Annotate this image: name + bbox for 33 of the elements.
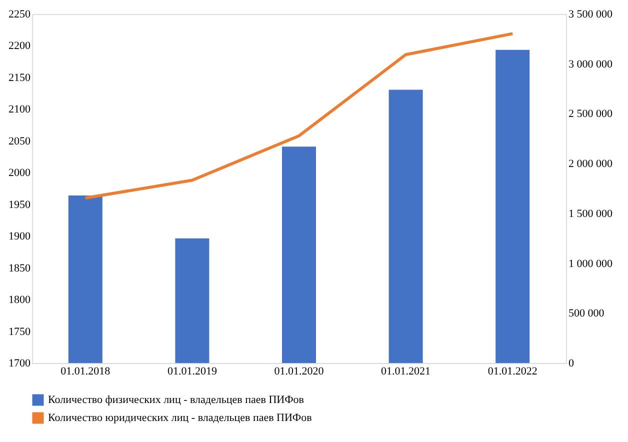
y-tick-label: 1950 xyxy=(8,198,31,211)
line-series xyxy=(84,32,514,200)
bar xyxy=(282,146,316,363)
y-tick-label: 2250 xyxy=(8,8,31,20)
x-tick-label: 01.01.2018 xyxy=(60,366,111,378)
bar xyxy=(68,195,102,363)
legend-label: Количество физических лиц - владельцев паев ПИФов xyxy=(48,394,304,406)
y-tick-label: 1900 xyxy=(8,230,31,243)
bar xyxy=(496,50,530,363)
y-tick-label: 1750 xyxy=(8,326,31,338)
y2-tick-label: 2 500 000 xyxy=(568,108,613,120)
bar xyxy=(388,90,423,363)
y2-tick-label: 500 000 xyxy=(568,308,605,320)
y-tick-label: 2200 xyxy=(8,40,31,52)
legend-label: Количество юридических лиц - владельцев паев ПИФов xyxy=(48,412,312,424)
y-tick-label: 1800 xyxy=(8,294,31,306)
y2-tick-label: 2 000 000 xyxy=(568,158,613,170)
y2-tick-label: 1 000 000 xyxy=(568,258,613,270)
x-tick-label: 01.01.2022 xyxy=(488,366,538,378)
y-tick-label: 2050 xyxy=(8,135,31,148)
y-tick-label: 2150 xyxy=(8,72,31,84)
x-tick-label: 01.01.2019 xyxy=(167,366,218,378)
x-tick-label: 01.01.2020 xyxy=(274,366,324,378)
y-tick-label: 2100 xyxy=(8,104,31,116)
bar xyxy=(175,238,210,363)
y-tick-label: 2000 xyxy=(8,167,31,180)
y2-tick-label: 3 000 000 xyxy=(568,58,613,70)
x-tick-label: 01.01.2021 xyxy=(381,366,431,378)
y2-tick-label: 0 xyxy=(568,358,574,370)
y2-tick-label: 1 500 000 xyxy=(568,208,613,220)
y-tick-label: 1700 xyxy=(8,358,31,370)
y-tick-label: 1850 xyxy=(8,262,31,274)
y2-tick-label: 3 500 000 xyxy=(568,8,613,20)
